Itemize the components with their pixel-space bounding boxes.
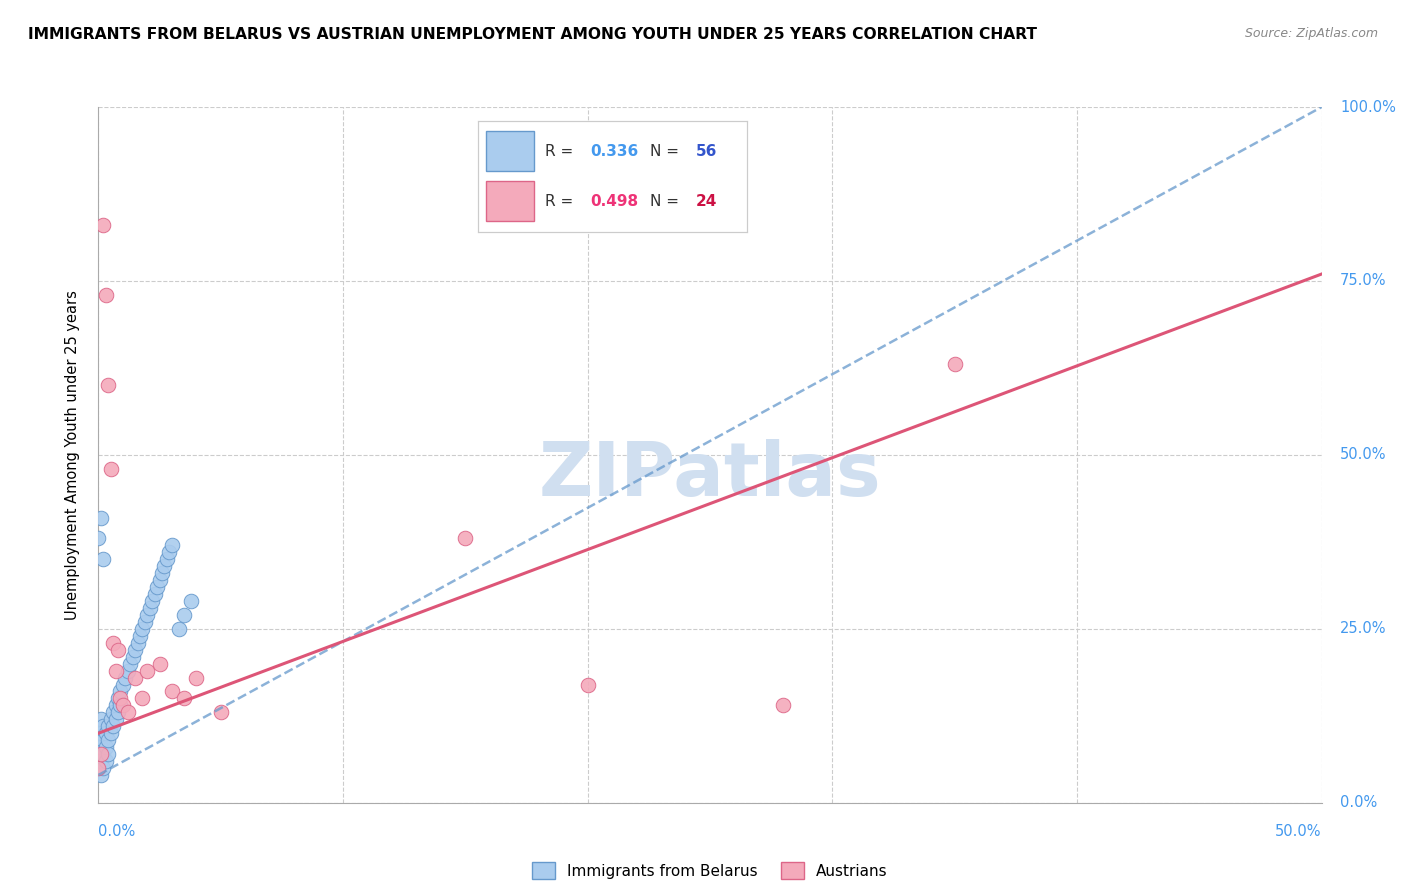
Point <box>120 657 142 671</box>
Point <box>97 733 120 747</box>
Point <box>94 288 117 302</box>
Point <box>150 566 173 581</box>
Point <box>156 552 179 566</box>
Point <box>160 538 183 552</box>
Point <box>91 733 114 747</box>
Point <box>454 532 477 546</box>
Point <box>101 719 124 733</box>
Point <box>153 559 176 574</box>
Point <box>114 671 136 685</box>
Point <box>111 677 134 691</box>
Text: 100.0%: 100.0% <box>1340 100 1396 114</box>
Point <box>146 580 169 594</box>
Point <box>100 712 122 726</box>
Point <box>91 719 114 733</box>
Point <box>101 706 124 720</box>
Point <box>136 607 159 622</box>
Point <box>90 754 112 768</box>
Point <box>772 698 794 713</box>
Point <box>136 664 159 678</box>
Point <box>117 664 139 678</box>
Point <box>117 706 139 720</box>
Point <box>100 726 122 740</box>
Text: 50.0%: 50.0% <box>1275 823 1322 838</box>
Point <box>87 761 110 775</box>
Y-axis label: Unemployment Among Youth under 25 years: Unemployment Among Youth under 25 years <box>65 290 80 620</box>
Point <box>107 691 129 706</box>
Point <box>124 642 146 657</box>
Point <box>111 698 134 713</box>
Point <box>110 684 132 698</box>
Point <box>104 712 127 726</box>
Point <box>87 532 110 546</box>
Point <box>90 712 112 726</box>
Point <box>180 594 202 608</box>
Point <box>149 573 172 587</box>
Point <box>97 719 120 733</box>
Point <box>943 358 966 372</box>
Point <box>186 671 208 685</box>
Text: Source: ZipAtlas.com: Source: ZipAtlas.com <box>1244 27 1378 40</box>
Point <box>104 664 127 678</box>
Point <box>90 747 112 761</box>
Point <box>104 698 127 713</box>
Point <box>143 587 166 601</box>
Text: 0.0%: 0.0% <box>1340 796 1378 810</box>
Legend: Immigrants from Belarus, Austrians: Immigrants from Belarus, Austrians <box>526 855 894 886</box>
Point <box>90 768 112 782</box>
Point <box>141 594 163 608</box>
Point <box>129 629 152 643</box>
Point <box>107 642 129 657</box>
Point <box>100 462 122 476</box>
Text: 0.0%: 0.0% <box>98 823 135 838</box>
Text: 25.0%: 25.0% <box>1340 622 1386 636</box>
Point <box>121 649 143 664</box>
Text: ZIPatlas: ZIPatlas <box>538 439 882 512</box>
Point <box>149 657 172 671</box>
Point <box>124 671 146 685</box>
Point <box>97 378 120 392</box>
Text: 75.0%: 75.0% <box>1340 274 1386 288</box>
Point <box>91 219 114 233</box>
Point <box>134 615 156 629</box>
Point <box>576 677 599 691</box>
Point <box>160 684 183 698</box>
Point <box>101 636 124 650</box>
Point <box>87 733 110 747</box>
Point <box>87 754 110 768</box>
Text: IMMIGRANTS FROM BELARUS VS AUSTRIAN UNEMPLOYMENT AMONG YOUTH UNDER 25 YEARS CORR: IMMIGRANTS FROM BELARUS VS AUSTRIAN UNEM… <box>28 27 1038 42</box>
Point <box>173 691 195 706</box>
Point <box>131 691 153 706</box>
Point <box>90 726 112 740</box>
Point <box>97 747 120 761</box>
Point <box>91 747 114 761</box>
Point <box>110 691 132 706</box>
Point <box>139 601 162 615</box>
Point <box>167 622 190 636</box>
Point <box>94 754 117 768</box>
Point <box>157 545 180 559</box>
Point <box>91 552 114 566</box>
Point <box>131 622 153 636</box>
Point <box>209 706 232 720</box>
Point <box>127 636 149 650</box>
Point <box>91 761 114 775</box>
Point <box>90 740 112 755</box>
Point <box>94 740 117 755</box>
Point <box>107 706 129 720</box>
Point <box>173 607 195 622</box>
Point <box>87 747 110 761</box>
Point <box>94 726 117 740</box>
Point <box>87 761 110 775</box>
Point <box>90 510 112 524</box>
Point <box>110 698 132 713</box>
Text: 50.0%: 50.0% <box>1340 448 1386 462</box>
